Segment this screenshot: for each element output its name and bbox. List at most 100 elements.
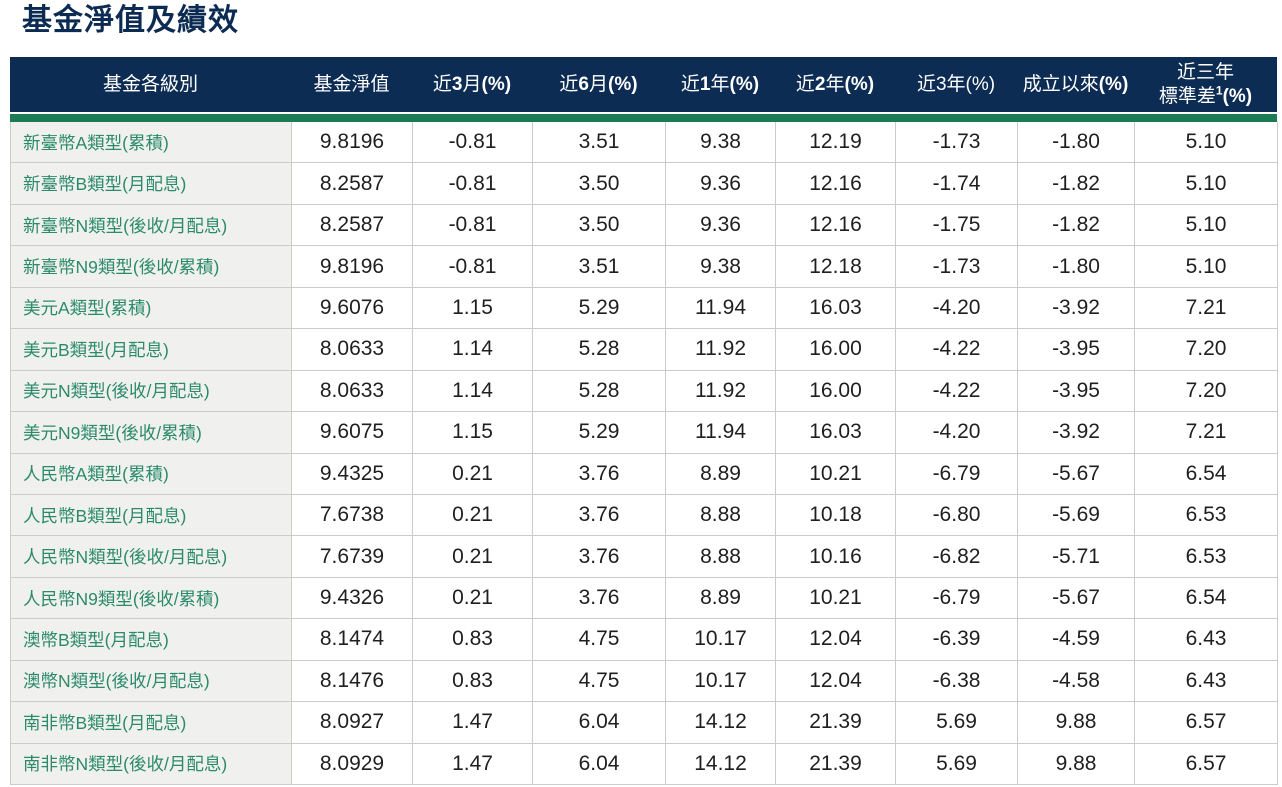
value-cell-6m: 3.76 [533,577,666,620]
value-cell-stddev-3y: 6.54 [1135,577,1278,620]
value-cell-stddev-3y: 5.10 [1135,204,1278,247]
table-header-row: 基金各級別 基金淨值 近3月(%) 近6月(%) 近1年(%) 近2年(%) 近3年(%) 成… [10,57,1277,112]
value-cell-3m: 0.21 [413,577,533,620]
value-cell-3m: 0.21 [413,494,533,537]
value-cell-stddev-3y: 5.10 [1135,163,1278,205]
value-cell-stddev-3y: 7.21 [1135,412,1278,454]
value-cell-1y: 10.17 [666,619,776,661]
value-cell-nav: 7.6739 [292,536,413,578]
value-cell-2y: 16.00 [776,370,896,413]
value-cell-3y: 5.69 [896,743,1018,785]
table-row: 美元B類型(月配息) 8.0633 1.14 5.28 11.92 16.00 -4.22-… [11,329,1278,371]
value-cell-stddev-3y: 7.21 [1135,287,1278,330]
table-row: 人民幣B類型(月配息) 7.6738 0.21 3.76 8.88 10.18 -6.80-… [11,494,1278,537]
value-cell-2y: 10.18 [776,494,896,537]
value-cell-since-inception: 9.88 [1018,702,1135,744]
value-cell-since-inception: -4.59 [1018,619,1135,661]
table-row: 美元N9類型(後收/累積) 9.6075 1.15 5.29 11.94 16.03 -4.… [11,412,1278,454]
column-header-1y: 近1年(%) [680,73,760,95]
table-row: 新臺幣B類型(月配息) 8.2587 -0.81 3.50 9.36 12.16 -1.74… [11,163,1278,205]
value-cell-since-inception: -5.71 [1018,536,1135,578]
value-cell-3y: -1.75 [896,204,1018,247]
value-cell-3m: 1.47 [413,743,533,785]
value-cell-2y: 12.16 [776,163,896,205]
value-cell-3m: 0.83 [413,660,533,703]
fund-class-label: 澳幣N類型(後收/月配息) [11,660,292,703]
fund-class-label: 人民幣N9類型(後收/累積) [11,577,292,620]
value-cell-2y: 10.21 [776,577,896,620]
value-cell-3m: -0.81 [413,122,533,164]
table-row: 澳幣N類型(後收/月配息) 8.1476 0.83 4.75 10.17 12.04 -6.… [11,660,1278,703]
value-cell-3y: -1.73 [896,122,1018,164]
value-cell-3y: -4.22 [896,329,1018,371]
value-cell-since-inception: -4.58 [1018,660,1135,703]
value-cell-since-inception: -5.69 [1018,494,1135,537]
value-cell-1y: 11.92 [666,370,776,413]
value-cell-2y: 16.00 [776,329,896,371]
value-cell-nav: 8.1474 [292,619,413,661]
value-cell-2y: 10.16 [776,536,896,578]
column-header-since-inception: 成立以來(%) [1022,73,1129,95]
value-cell-nav: 9.8196 [292,246,413,288]
fund-class-label: 新臺幣B類型(月配息) [11,163,292,205]
fund-class-label: 人民幣B類型(月配息) [11,494,292,537]
value-cell-3m: 0.83 [413,619,533,661]
fund-class-label: 新臺幣A類型(累積) [11,122,292,164]
fund-class-label: 美元B類型(月配息) [11,329,292,371]
value-cell-nav: 8.2587 [292,204,413,247]
value-cell-nav: 8.0633 [292,370,413,413]
table-row: 人民幣N類型(後收/月配息) 7.6739 0.21 3.76 8.88 10.16 -6.… [11,536,1278,578]
value-cell-6m: 3.76 [533,494,666,537]
table-row: 人民幣A類型(累積) 9.4325 0.21 3.76 8.89 10.21 -6.79 -5… [11,453,1278,495]
value-cell-3m: 0.21 [413,536,533,578]
value-cell-3m: -0.81 [413,163,533,205]
value-cell-nav: 8.0633 [292,329,413,371]
value-cell-6m: 3.50 [533,204,666,247]
value-cell-2y: 12.19 [776,122,896,164]
value-cell-6m: 6.04 [533,702,666,744]
value-cell-3y: -6.38 [896,660,1018,703]
table-row: 美元A類型(累積) 9.6076 1.15 5.29 11.94 16.03 -4.20 -3… [11,287,1278,330]
value-cell-3y: -6.79 [896,453,1018,495]
value-cell-1y: 11.92 [666,329,776,371]
fund-class-label: 澳幣B類型(月配息) [11,619,292,661]
value-cell-6m: 5.29 [533,287,666,330]
value-cell-3m: -0.81 [413,204,533,247]
fund-class-label: 美元N9類型(後收/累積) [11,412,292,454]
value-cell-6m: 3.51 [533,246,666,288]
column-header-stddev-3y: 近三年 標準差1(%) [1158,61,1253,107]
table-row: 美元N類型(後收/月配息) 8.0633 1.14 5.28 11.92 16.00 -4.… [11,370,1278,413]
value-cell-since-inception: -1.80 [1018,122,1135,164]
value-cell-stddev-3y: 6.57 [1135,702,1278,744]
value-cell-2y: 12.04 [776,619,896,661]
value-cell-since-inception: -1.80 [1018,246,1135,288]
value-cell-6m: 3.50 [533,163,666,205]
value-cell-2y: 21.39 [776,743,896,785]
value-cell-1y: 9.36 [666,204,776,247]
value-cell-1y: 9.38 [666,246,776,288]
value-cell-6m: 4.75 [533,660,666,703]
value-cell-6m: 3.51 [533,122,666,164]
column-header-fund-class: 基金各級別 [102,73,198,95]
value-cell-6m: 3.76 [533,536,666,578]
value-cell-stddev-3y: 5.10 [1135,122,1278,164]
table-row: 澳幣B類型(月配息) 8.1474 0.83 4.75 10.17 12.04 -6.39-… [11,619,1278,661]
value-cell-nav: 9.4325 [292,453,413,495]
value-cell-stddev-3y: 6.53 [1135,494,1278,537]
fund-performance-table: 基金各級別 基金淨值 近3月(%) 近6月(%) 近1年(%) 近2年(%) 近3年(%) 成… [10,57,1278,785]
table-row: 南非幣N類型(後收/月配息) 8.0929 1.47 6.04 14.12 21.39 5.… [11,743,1278,785]
value-cell-since-inception: -5.67 [1018,577,1135,620]
value-cell-3m: 0.21 [413,453,533,495]
value-cell-since-inception: -3.95 [1018,329,1135,371]
value-cell-nav: 9.6075 [292,412,413,454]
value-cell-3m: 1.14 [413,370,533,413]
value-cell-since-inception: 9.88 [1018,743,1135,785]
value-cell-2y: 12.16 [776,204,896,247]
fund-class-label: 人民幣A類型(累積) [11,453,292,495]
value-cell-3y: -4.22 [896,370,1018,413]
value-cell-6m: 3.76 [533,453,666,495]
fund-class-label: 新臺幣N類型(後收/月配息) [11,204,292,247]
fund-class-label: 南非幣B類型(月配息) [11,702,292,744]
value-cell-nav: 8.0929 [292,743,413,785]
value-cell-6m: 5.29 [533,412,666,454]
